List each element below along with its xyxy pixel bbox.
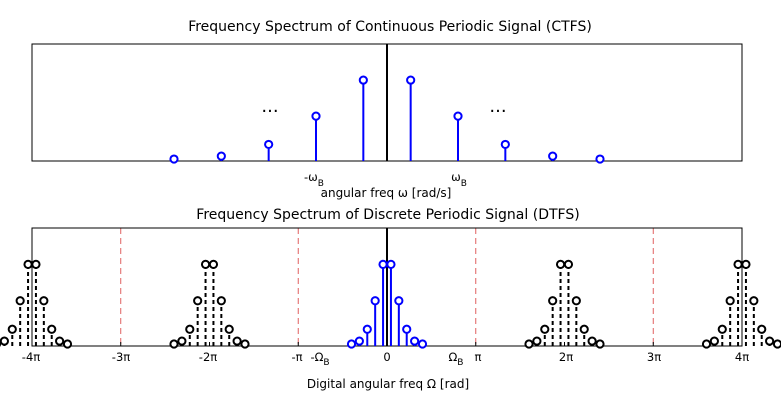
dtfs-tick-p4pi: 4π — [735, 350, 749, 364]
ctfs-stem-marker — [216, 151, 226, 161]
dtfs-stem-marker — [232, 336, 242, 346]
ctfs-tick-neg-band: -ωB — [304, 170, 324, 189]
ctfs-ellipsis-left: ... — [261, 96, 278, 117]
ctfs-stem-marker — [548, 151, 558, 161]
ctfs-stem-marker — [169, 154, 179, 164]
dtfs-tick-m2pi: -2π — [199, 350, 217, 364]
dtfs-stem-marker — [378, 259, 388, 269]
dtfs-stem-marker — [224, 324, 234, 334]
dtfs-tick-pi: π — [475, 350, 482, 364]
dtfs-stem-marker — [587, 336, 597, 346]
ctfs-xlabel: angular freq ω [rad/s] — [321, 186, 452, 200]
dtfs-stem-marker — [0, 336, 9, 346]
ctfs-stem-marker — [358, 75, 368, 85]
ctfs-stem-marker — [264, 139, 274, 150]
dtfs-tick-m4pi: -4π — [22, 350, 40, 364]
dtfs-tick-p2pi: 2π — [559, 350, 573, 364]
dtfs-stem-marker — [193, 296, 203, 306]
dtfs-stem-marker — [548, 296, 558, 306]
ctfs-stem-marker — [500, 139, 510, 150]
dtfs-tick-pos-band: ΩB — [449, 350, 464, 368]
dtfs-stem-marker — [354, 336, 364, 346]
dtfs-stems — [0, 259, 781, 349]
dtfs-tick-mpi: -π — [291, 350, 302, 364]
dtfs-stem-marker — [757, 324, 767, 334]
dtfs-stem-marker — [208, 259, 219, 269]
dtfs-stem-marker — [555, 259, 566, 269]
dtfs-panel: Frequency Spectrum of Discrete Periodic … — [0, 207, 781, 391]
dtfs-stem-marker — [402, 324, 412, 334]
dtfs-stem-marker — [563, 259, 574, 269]
dtfs-stem-marker — [765, 336, 775, 346]
ctfs-ellipsis-right: ... — [489, 96, 506, 117]
dtfs-stem-marker — [200, 259, 211, 269]
dtfs-stem-marker — [532, 336, 542, 346]
dtfs-stem-marker — [47, 324, 57, 334]
dtfs-tick-neg-band: -ΩB — [310, 350, 329, 368]
dtfs-stem-marker — [15, 296, 25, 306]
dtfs-stem-marker — [709, 336, 719, 346]
dtfs-stem-marker — [741, 259, 751, 269]
dtfs-title: Frequency Spectrum of Discrete Periodic … — [196, 207, 579, 223]
dtfs-stem-marker — [23, 259, 33, 269]
dtfs-stem-marker — [595, 339, 605, 349]
dtfs-tick-m3pi: -3π — [112, 350, 130, 364]
ctfs-stems — [169, 75, 605, 164]
dtfs-stem-marker — [749, 296, 759, 306]
dtfs-stem-marker — [177, 336, 187, 346]
dtfs-tick-p3pi: 3π — [647, 350, 661, 364]
dtfs-stem-marker — [7, 324, 17, 334]
dtfs-stem-marker — [216, 296, 226, 306]
dtfs-stem-marker — [346, 339, 357, 349]
dtfs-stem-marker — [733, 259, 743, 269]
dtfs-xlabel: Digital angular freq Ω [rad] — [307, 377, 469, 391]
dtfs-stem-marker — [386, 259, 396, 269]
dtfs-tick-marks — [31, 342, 743, 346]
dtfs-stem-marker — [185, 324, 195, 334]
ctfs-tick-pos-band: ωB — [451, 170, 467, 189]
dtfs-stem-marker — [394, 296, 404, 306]
dtfs-stem-marker — [370, 296, 380, 306]
dtfs-stem-marker — [362, 324, 372, 334]
ctfs-stem-marker — [311, 111, 321, 121]
dtfs-tick-zero: 0 — [383, 350, 390, 364]
dtfs-stem-marker — [62, 339, 73, 349]
dtfs-stem-marker — [55, 336, 65, 346]
dtfs-stem-marker — [701, 339, 712, 349]
ctfs-stem-marker — [406, 75, 416, 85]
dtfs-stem-marker — [39, 296, 49, 306]
ctfs-stem-marker — [453, 111, 463, 121]
dtfs-stem-marker — [524, 339, 534, 349]
ctfs-title: Frequency Spectrum of Continuous Periodi… — [188, 19, 592, 35]
dtfs-stem-marker — [31, 259, 41, 269]
dtfs-stem-marker — [169, 339, 179, 349]
dtfs-stem-marker — [772, 339, 781, 349]
ctfs-panel: Frequency Spectrum of Continuous Periodi… — [31, 19, 743, 200]
dtfs-stem-marker — [717, 324, 727, 334]
dtfs-stem-marker — [410, 336, 420, 346]
dtfs-stem-marker — [725, 296, 735, 306]
dtfs-stem-marker — [240, 339, 250, 349]
dtfs-stem-marker — [540, 324, 550, 334]
dtfs-stem-marker — [571, 296, 581, 306]
dtfs-stem-marker — [579, 324, 589, 334]
ctfs-stem-marker — [595, 154, 605, 164]
dtfs-stem-marker — [417, 339, 428, 349]
